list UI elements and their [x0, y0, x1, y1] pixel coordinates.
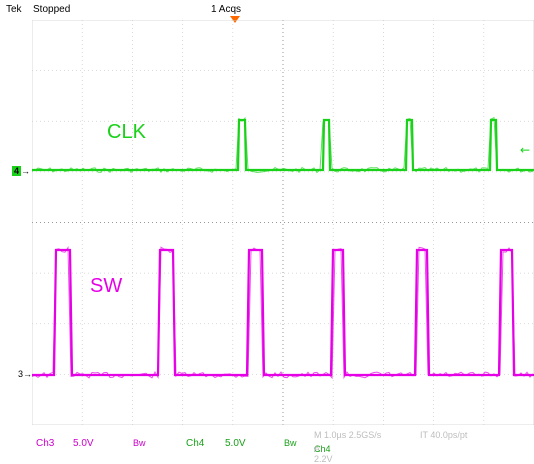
ch3-scale: 5.0V [73, 438, 94, 449]
graticule [32, 20, 534, 425]
trigger-position-icon[interactable] [230, 16, 240, 23]
ch4-marker-label: 4 [12, 166, 22, 176]
brand-label: Tek [6, 4, 22, 15]
trigger-channel: Ch4 [314, 444, 331, 454]
marker-arrow-icon: → [21, 166, 31, 176]
ch4-name[interactable]: Ch4 [186, 438, 205, 449]
ch4-ground-marker[interactable]: 4 → [12, 166, 30, 176]
ch4-scale: 5.0V [225, 438, 246, 449]
ch4-bandwidth-limit: Bw [284, 438, 297, 448]
trigger-prefix: A [314, 444, 321, 454]
marker-arrow-icon: → [23, 369, 33, 379]
sw-waveform [32, 248, 534, 377]
trigger-level-arrow-icon[interactable]: ← [520, 143, 530, 157]
clk-waveform [32, 118, 534, 172]
acquisition-count: 1 Acqs [211, 4, 242, 15]
ch3-bandwidth-limit: Bw [133, 438, 146, 448]
ch3-ground-marker[interactable]: 3→ [18, 369, 32, 379]
clk-waveform-noise [32, 116, 534, 174]
sample-interval: IT 40.0ps/pt [420, 430, 468, 440]
timebase-readout[interactable]: M 1.0µs 2.5GS/s [314, 430, 382, 440]
trigger-level: / 2.2V [314, 444, 333, 464]
status-bar: Tek Stopped 1 Acqs [0, 0, 534, 20]
sw-waveform-noise [32, 245, 534, 380]
clk-label: CLK [107, 121, 147, 143]
acquisition-status: Stopped [33, 4, 71, 15]
ch3-name[interactable]: Ch3 [36, 438, 55, 449]
channel-readout-bar: Ch3 5.0V Bw Ch4 5.0V Bw M 1.0µs 2.5GS/s … [0, 430, 534, 464]
waveform-display[interactable]: CLK SW ← [32, 20, 534, 425]
ch3-marker-label: 3 [18, 369, 24, 379]
sw-label: SW [90, 275, 122, 297]
